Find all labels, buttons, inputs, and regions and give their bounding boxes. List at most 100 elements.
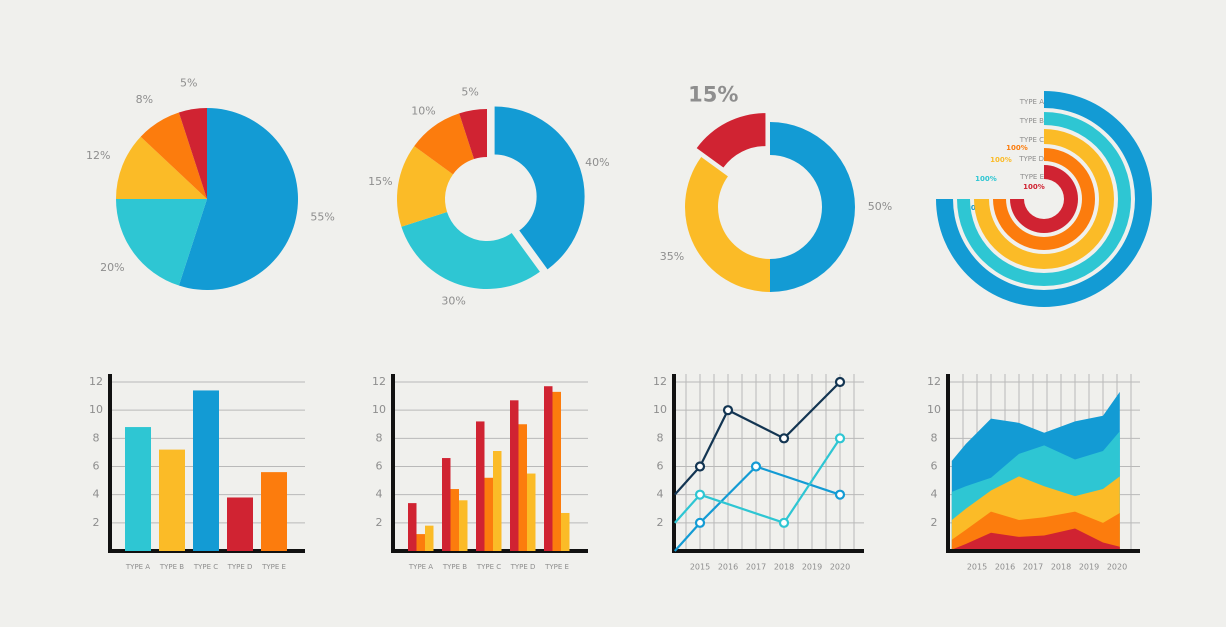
x-tick-label: TYPE D	[510, 563, 536, 571]
x-tick-label: TYPE A	[125, 563, 150, 571]
y-tick-label: 12	[653, 375, 667, 388]
bar	[159, 449, 185, 551]
y-tick-label: 4	[657, 488, 664, 501]
bar	[459, 500, 468, 551]
x-tick-label: 2016	[995, 563, 1015, 572]
series-line	[673, 437, 841, 525]
y-tick-label: 8	[931, 431, 938, 444]
slice-label: 15%	[688, 83, 738, 107]
data-point	[694, 489, 706, 500]
y-tick-label: 12	[89, 375, 103, 388]
pie-slice	[116, 136, 207, 199]
y-tick-label: 6	[93, 460, 100, 473]
x-tick-label: TYPE C	[476, 563, 501, 571]
bar	[561, 512, 570, 551]
bar	[261, 472, 287, 551]
bar	[484, 477, 493, 551]
y-tick-label: 10	[927, 403, 941, 416]
y-tick-label: 6	[376, 460, 383, 473]
y-tick-label: 2	[376, 516, 383, 529]
y-tick-label: 10	[89, 403, 103, 416]
bar	[476, 421, 485, 551]
line-chart: 2 4 6 8 10 12 2015 2016 2017 2018 2019 2020	[653, 374, 864, 572]
bar	[416, 534, 425, 551]
y-tick-label: 4	[376, 488, 383, 501]
data-point	[694, 517, 706, 528]
x-tick-label: TYPE B	[442, 563, 467, 571]
y-tick-label: 6	[657, 460, 664, 473]
bar	[442, 458, 451, 551]
pie-slice	[685, 157, 770, 292]
slice-label: 12%	[86, 149, 110, 162]
ring-value-label: 100%	[975, 175, 997, 183]
slice-label: 30%	[441, 295, 465, 308]
x-tick-label: TYPE D	[227, 563, 253, 571]
bar	[227, 497, 253, 551]
bar	[193, 390, 219, 551]
x-tick-label: TYPE E	[544, 563, 569, 571]
ring-type-label: TYPE E	[1019, 173, 1044, 181]
ring-value-label: 100%	[1006, 144, 1028, 152]
data-point	[834, 489, 846, 500]
x-tick-label: 2016	[718, 563, 738, 572]
ring-segment	[1010, 165, 1078, 233]
x-tick-label: TYPE E	[261, 563, 286, 571]
slice-label: 8%	[136, 93, 153, 106]
slice-label: 20%	[100, 261, 124, 274]
data-point	[750, 461, 762, 472]
slice-label: 10%	[411, 105, 435, 118]
x-tick-label: 2019	[802, 563, 822, 572]
pie-slice	[770, 122, 855, 292]
series-line	[673, 465, 841, 552]
bar	[408, 503, 417, 551]
ring-type-label: TYPE D	[1018, 155, 1044, 163]
slice-label: 50%	[868, 200, 892, 213]
y-tick-label: 10	[372, 403, 386, 416]
area-series	[951, 528, 1120, 551]
y-tick-label: 2	[93, 516, 100, 529]
y-tick-label: 8	[93, 431, 100, 444]
slice-label: 40%	[585, 156, 609, 169]
pie-slice	[397, 146, 454, 227]
x-tick-label: 2015	[967, 563, 987, 572]
donut-chart-exploded: 50% 35% 15%	[660, 83, 892, 292]
ring-type-label: TYPE A	[1019, 98, 1044, 106]
y-tick-label: 4	[93, 488, 100, 501]
pie-slice	[494, 106, 585, 270]
x-tick-label: 2020	[830, 563, 850, 572]
bar-chart: 2 4 6 8 10 12 TYPE A TYPE B TYPE C TYPE D TYPE E	[89, 374, 305, 571]
slice-label: 5%	[180, 76, 197, 89]
bar	[544, 386, 553, 551]
y-tick-label: 12	[372, 375, 386, 388]
ring-value-label: 100%	[990, 156, 1012, 164]
x-tick-label: 2019	[1079, 563, 1099, 572]
donut-chart: 40% 30% 15% 10% 5%	[368, 85, 609, 307]
x-tick-label: 2017	[1023, 563, 1043, 572]
grouped-bar-chart: 2 4 6 8 10 12 TYPE A TYPE B TYPE C TYPE D TYPE E	[372, 374, 588, 571]
bar	[552, 391, 561, 551]
y-tick-label: 4	[931, 488, 938, 501]
bar	[518, 424, 527, 551]
bar	[510, 400, 519, 551]
data-point	[778, 433, 790, 444]
x-tick-label: 2018	[774, 563, 794, 572]
data-point	[834, 376, 846, 388]
data-point	[778, 517, 790, 528]
slice-label: 35%	[660, 250, 684, 263]
x-tick-label: 2015	[690, 563, 710, 572]
ring-type-label: TYPE B	[1019, 117, 1044, 125]
x-tick-label: 2018	[1051, 563, 1071, 572]
pie-slice	[414, 113, 475, 175]
data-point	[834, 433, 846, 444]
data-point	[694, 461, 706, 472]
bar	[450, 489, 459, 551]
y-tick-label: 10	[653, 403, 667, 416]
pie-slice	[459, 109, 487, 160]
slice-label: 5%	[461, 85, 478, 98]
pie-slice	[140, 112, 207, 199]
y-tick-label: 2	[931, 516, 938, 529]
x-tick-label: 2020	[1107, 563, 1127, 572]
bar	[493, 451, 502, 551]
